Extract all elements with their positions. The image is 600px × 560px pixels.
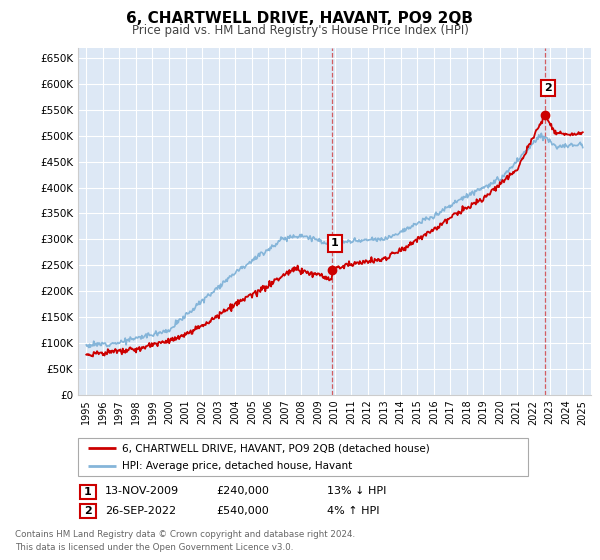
Text: Contains HM Land Registry data © Crown copyright and database right 2024.: Contains HM Land Registry data © Crown c…: [15, 530, 355, 539]
Text: 6, CHARTWELL DRIVE, HAVANT, PO9 2QB (detached house): 6, CHARTWELL DRIVE, HAVANT, PO9 2QB (det…: [122, 443, 430, 453]
Text: 4% ↑ HPI: 4% ↑ HPI: [327, 506, 380, 516]
Text: Price paid vs. HM Land Registry's House Price Index (HPI): Price paid vs. HM Land Registry's House …: [131, 24, 469, 37]
Text: 13% ↓ HPI: 13% ↓ HPI: [327, 486, 386, 496]
Bar: [80, 484, 95, 499]
Text: 13-NOV-2009: 13-NOV-2009: [105, 486, 179, 496]
Text: £540,000: £540,000: [216, 506, 269, 516]
Text: £240,000: £240,000: [216, 486, 269, 496]
Text: 6, CHARTWELL DRIVE, HAVANT, PO9 2QB: 6, CHARTWELL DRIVE, HAVANT, PO9 2QB: [127, 11, 473, 26]
Text: 2: 2: [544, 83, 551, 93]
Text: 2: 2: [84, 506, 91, 516]
Text: HPI: Average price, detached house, Havant: HPI: Average price, detached house, Hava…: [122, 461, 352, 471]
Text: This data is licensed under the Open Government Licence v3.0.: This data is licensed under the Open Gov…: [15, 543, 293, 552]
Text: 1: 1: [84, 487, 91, 497]
Text: 1: 1: [331, 239, 339, 249]
Text: 26-SEP-2022: 26-SEP-2022: [105, 506, 176, 516]
Bar: [80, 504, 95, 519]
